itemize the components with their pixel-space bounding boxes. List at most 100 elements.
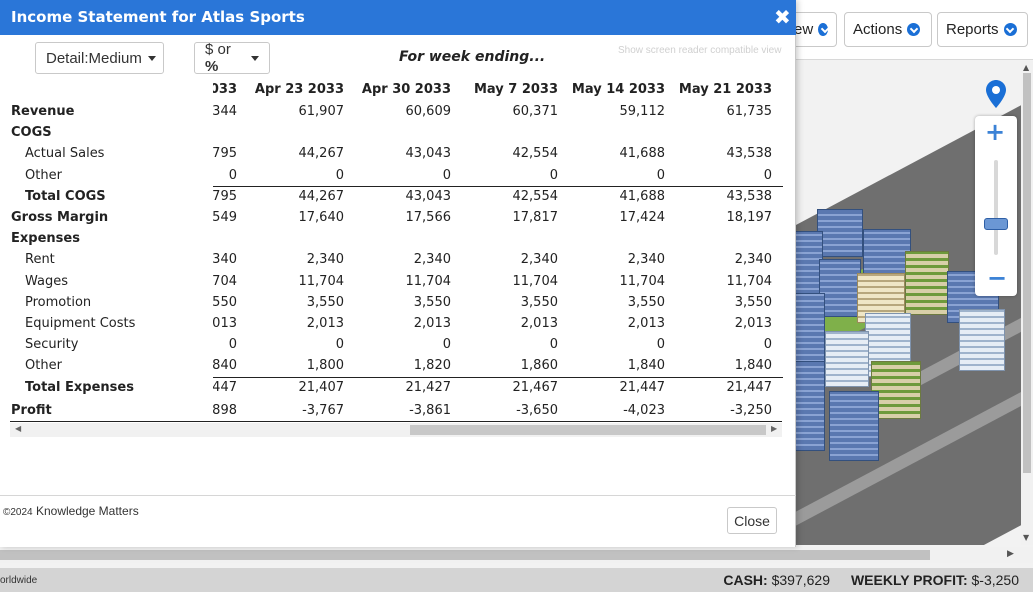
table-cell: 11,704 xyxy=(298,273,345,289)
table-cell: 1,840 xyxy=(734,358,772,374)
table-cell: 1,820 xyxy=(413,358,451,374)
caret-down-icon xyxy=(251,55,259,61)
table-cell: 44,267 xyxy=(298,146,345,162)
close-icon[interactable]: ✖ xyxy=(774,5,791,29)
table-cell: 013 xyxy=(213,316,237,331)
building xyxy=(819,259,861,317)
scroll-left-arrow-icon[interactable]: ◀ xyxy=(15,424,22,433)
map-controls: + − xyxy=(975,80,1017,296)
location-pin-icon[interactable] xyxy=(986,80,1006,108)
table-cell: 2,013 xyxy=(520,316,558,331)
table-cell: 1,860 xyxy=(520,358,558,374)
building xyxy=(829,391,879,461)
map-vertical-scrollbar[interactable]: ▲ ▼ xyxy=(1021,61,1033,545)
table-cell: 549 xyxy=(213,210,237,225)
table-cell: 0 xyxy=(549,167,558,183)
table-cell: 2,340 xyxy=(520,252,558,268)
top-toolbar: ew Actions Reports xyxy=(785,0,1033,60)
page-horizontal-scrollbar[interactable]: ▶ xyxy=(0,547,1033,563)
table-cell: 0 xyxy=(442,337,451,353)
table-cell: 1,840 xyxy=(627,358,665,374)
column-header: Apr 30 2033 xyxy=(361,82,451,97)
table-cell: 59,112 xyxy=(619,104,666,119)
table-cell: 898 xyxy=(213,402,237,418)
zoom-control: + − xyxy=(975,116,1017,296)
table-cell: 11,704 xyxy=(405,273,452,289)
chevron-down-icon xyxy=(1003,23,1017,36)
table-cell: 2,013 xyxy=(734,316,772,331)
screen-reader-view-link[interactable]: Show screen reader compatible view xyxy=(618,45,782,56)
table-cell: 3,550 xyxy=(734,294,772,310)
table-cell: 18,197 xyxy=(726,210,773,225)
actions-menu-button[interactable]: Actions xyxy=(844,12,932,47)
building xyxy=(825,331,869,387)
column-header: May 21 2033 xyxy=(678,82,772,97)
zoom-slider-track[interactable] xyxy=(994,160,998,255)
row-label: Promotion xyxy=(25,294,92,310)
table-cell: 0 xyxy=(228,337,237,353)
table-cell: -3,650 xyxy=(516,402,558,418)
table-cell: 2,340 xyxy=(734,252,772,268)
table-cell: 43,538 xyxy=(726,188,773,204)
table-cell: -3,767 xyxy=(302,402,344,418)
row-label: Other xyxy=(25,167,62,183)
cash-readout: CASH: $397,629 xyxy=(723,572,830,588)
copyright-notice: ©2024 Knowledge Matters xyxy=(3,504,139,518)
units-suffix: % xyxy=(205,58,219,75)
table-cell: 21,467 xyxy=(512,379,559,395)
detail-level-dropdown[interactable]: Detail:Medium xyxy=(35,42,164,74)
reports-menu-button[interactable]: Reports xyxy=(937,12,1028,47)
row-label: Other xyxy=(25,358,62,374)
table-cell: 0 xyxy=(442,167,451,183)
column-header: Apr 16 2033 xyxy=(213,82,237,97)
column-header: May 7 2033 xyxy=(473,82,558,97)
table-cell: 340 xyxy=(213,252,237,268)
row-label: Equipment Costs xyxy=(25,316,136,331)
scroll-down-arrow-icon[interactable]: ▼ xyxy=(1023,533,1030,542)
scrollbar-thumb[interactable] xyxy=(1023,73,1031,473)
table-cell: 43,043 xyxy=(405,188,452,204)
zoom-out-icon[interactable]: − xyxy=(987,264,1008,292)
statement-table: Apr 16 2033 Apr 23 2033 Apr 30 2033 May 7 2… xyxy=(213,80,783,460)
table-cell: 550 xyxy=(213,294,237,310)
table-cell: 41,688 xyxy=(619,146,666,162)
column-header: May 14 2033 xyxy=(571,82,665,97)
units-toggle-dropdown[interactable]: $ or % xyxy=(194,41,270,75)
dialog-title: Income Statement for Atlas Sports xyxy=(11,8,305,26)
chevron-down-icon xyxy=(907,23,921,36)
copyright-company: Knowledge Matters xyxy=(35,504,139,518)
dialog-header: Income Statement for Atlas Sports ✖ xyxy=(0,0,796,35)
scroll-right-arrow-icon[interactable]: ▶ xyxy=(771,424,778,433)
scrollbar-thumb[interactable] xyxy=(410,425,766,435)
table-cell: 60,609 xyxy=(405,104,452,119)
row-label: Total COGS xyxy=(25,188,106,204)
scroll-right-arrow-icon[interactable]: ▶ xyxy=(1007,549,1014,559)
table-cell: 0 xyxy=(656,337,665,353)
close-button[interactable]: Close xyxy=(727,507,777,534)
table-cell: 2,013 xyxy=(413,316,451,331)
row-label: Expenses xyxy=(11,231,80,247)
table-cell: 17,640 xyxy=(298,210,345,225)
table-cell: 42,554 xyxy=(512,188,559,204)
table-cell: 3,550 xyxy=(413,294,451,310)
scroll-up-arrow-icon[interactable]: ▲ xyxy=(1023,63,1030,72)
table-cell: 344 xyxy=(213,104,237,119)
copyright-year: ©2024 xyxy=(3,507,33,518)
table-cell: 17,817 xyxy=(512,210,559,225)
table-cell: 43,043 xyxy=(405,146,452,162)
row-label: COGS xyxy=(11,125,52,141)
table-cell: 0 xyxy=(549,337,558,353)
building xyxy=(817,209,863,257)
table-cell: 41,688 xyxy=(619,188,666,204)
week-ending-label: For week ending... xyxy=(399,49,546,65)
row-label: Profit xyxy=(11,402,52,418)
zoom-slider-handle[interactable] xyxy=(984,218,1008,230)
table-bottom-rule xyxy=(10,421,782,422)
table-cell: 0 xyxy=(228,167,237,183)
scrollbar-thumb[interactable] xyxy=(0,550,930,560)
table-cell: 3,550 xyxy=(306,294,344,310)
income-statement-dialog: Income Statement for Atlas Sports ✖ Deta… xyxy=(0,0,796,547)
zoom-in-icon[interactable]: + xyxy=(985,118,1006,146)
table-horizontal-scrollbar[interactable]: ◀ ▶ xyxy=(10,423,782,437)
row-label: Actual Sales xyxy=(25,146,105,162)
